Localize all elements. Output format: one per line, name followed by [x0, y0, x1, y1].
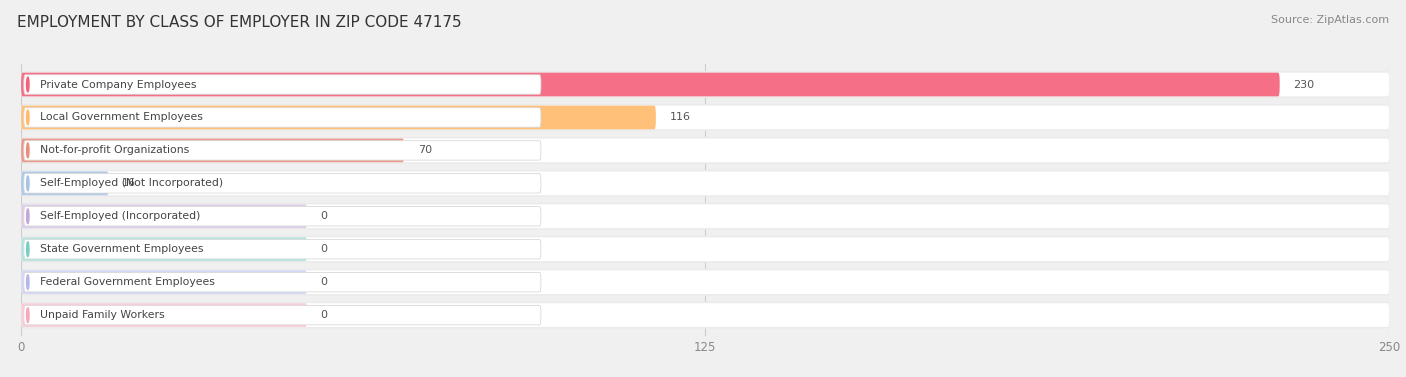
FancyBboxPatch shape [21, 270, 307, 294]
Text: Self-Employed (Not Incorporated): Self-Employed (Not Incorporated) [39, 178, 224, 188]
FancyBboxPatch shape [21, 204, 307, 228]
Text: Source: ZipAtlas.com: Source: ZipAtlas.com [1271, 15, 1389, 25]
FancyBboxPatch shape [21, 71, 1389, 98]
Text: 230: 230 [1294, 80, 1315, 89]
Text: Not-for-profit Organizations: Not-for-profit Organizations [39, 146, 190, 155]
Text: Unpaid Family Workers: Unpaid Family Workers [39, 310, 165, 320]
Text: EMPLOYMENT BY CLASS OF EMPLOYER IN ZIP CODE 47175: EMPLOYMENT BY CLASS OF EMPLOYER IN ZIP C… [17, 15, 461, 30]
FancyBboxPatch shape [21, 170, 1389, 197]
Circle shape [27, 308, 30, 322]
FancyBboxPatch shape [24, 207, 541, 226]
FancyBboxPatch shape [21, 106, 1389, 129]
FancyBboxPatch shape [21, 204, 1389, 228]
Text: Private Company Employees: Private Company Employees [39, 80, 197, 89]
FancyBboxPatch shape [21, 172, 108, 195]
FancyBboxPatch shape [21, 269, 1389, 296]
FancyBboxPatch shape [24, 273, 541, 292]
Text: Federal Government Employees: Federal Government Employees [39, 277, 215, 287]
FancyBboxPatch shape [21, 270, 1389, 294]
Circle shape [27, 275, 30, 290]
FancyBboxPatch shape [24, 108, 541, 127]
FancyBboxPatch shape [21, 236, 1389, 263]
Text: 0: 0 [321, 277, 328, 287]
Text: 0: 0 [321, 244, 328, 254]
FancyBboxPatch shape [21, 138, 404, 162]
Circle shape [27, 209, 30, 224]
FancyBboxPatch shape [21, 73, 1389, 97]
Text: 0: 0 [321, 310, 328, 320]
Text: State Government Employees: State Government Employees [39, 244, 204, 254]
Circle shape [27, 242, 30, 257]
Circle shape [27, 110, 30, 125]
FancyBboxPatch shape [21, 137, 1389, 164]
FancyBboxPatch shape [21, 238, 307, 261]
FancyBboxPatch shape [24, 305, 541, 325]
FancyBboxPatch shape [21, 302, 1389, 329]
FancyBboxPatch shape [21, 203, 1389, 230]
FancyBboxPatch shape [21, 73, 1279, 97]
Text: Self-Employed (Incorporated): Self-Employed (Incorporated) [39, 211, 200, 221]
Circle shape [27, 176, 30, 191]
Text: 70: 70 [418, 146, 432, 155]
FancyBboxPatch shape [21, 303, 1389, 327]
FancyBboxPatch shape [21, 106, 655, 129]
FancyBboxPatch shape [21, 104, 1389, 131]
FancyBboxPatch shape [24, 174, 541, 193]
Text: 16: 16 [122, 178, 136, 188]
Text: Local Government Employees: Local Government Employees [39, 112, 202, 123]
FancyBboxPatch shape [21, 172, 1389, 195]
FancyBboxPatch shape [24, 141, 541, 160]
Text: 0: 0 [321, 211, 328, 221]
Circle shape [27, 77, 30, 92]
Text: 116: 116 [669, 112, 690, 123]
Circle shape [27, 143, 30, 158]
FancyBboxPatch shape [21, 303, 307, 327]
FancyBboxPatch shape [24, 75, 541, 94]
FancyBboxPatch shape [21, 238, 1389, 261]
FancyBboxPatch shape [24, 239, 541, 259]
FancyBboxPatch shape [21, 138, 1389, 162]
